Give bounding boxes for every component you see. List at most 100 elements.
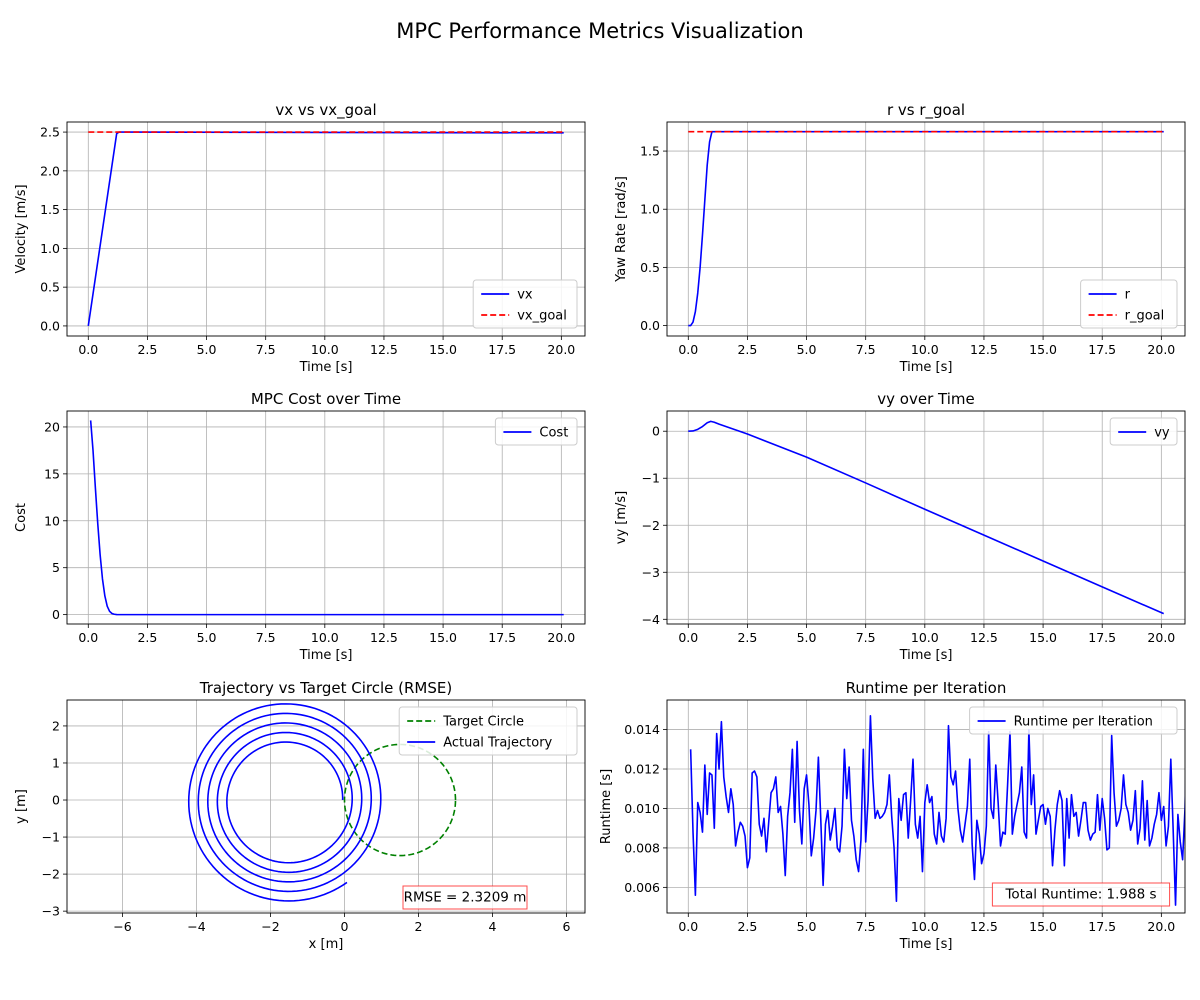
legend: vy (1109, 417, 1178, 446)
plot-area (87, 131, 564, 327)
y-tick-label: 1.5 (40, 202, 60, 217)
subplot-runtime: 0.0 2.5 5.0 7.5 10.0 12.5 15.0 17.5 20.0 0.006 0.0… (599, 679, 1186, 952)
annotation: Total Runtime: 1.988 s (991, 882, 1171, 907)
subplot-r: 0.0 2.5 5.0 7.5 10.0 12.5 15.0 17.5 20.0 0.0 0.5 1.… (614, 101, 1186, 375)
y-tick-label: 0.014 (624, 722, 660, 737)
legend: Runtime per Iteration (969, 706, 1178, 735)
x-tick-label: 5.0 (797, 919, 817, 934)
x-tick-label: 17.5 (488, 630, 516, 645)
legend-label: r_goal (1125, 309, 1165, 324)
legend-box (494, 417, 578, 446)
subplot-title: vx vs vx_goal (275, 101, 376, 120)
legend-box (398, 706, 578, 756)
x-tick-label: −6 (113, 919, 131, 934)
series-line-cost (89, 420, 564, 616)
x-tick-label: 20.0 (547, 630, 575, 645)
x-tick-label: 6 (563, 919, 571, 934)
x-tick-label: 10.0 (311, 342, 339, 357)
y-axis-label: Runtime [s] (599, 769, 614, 844)
x-tick-label: 17.5 (1088, 630, 1116, 645)
y-tick-label: 0.0 (40, 318, 60, 333)
subplot-title: r vs r_goal (887, 101, 965, 120)
plot-area (688, 420, 1165, 615)
x-axis-label: Time [s] (299, 648, 353, 663)
x-tick-label: 12.5 (970, 342, 998, 357)
y-tick-label: 1.5 (640, 144, 660, 159)
annotation-box (991, 882, 1171, 907)
legend-box (1080, 279, 1178, 329)
y-axis-label: vy [m/s] (614, 491, 629, 544)
x-tick-label: 15.0 (429, 342, 457, 357)
y-tick-label: −2 (42, 867, 60, 882)
axes-frame (66, 410, 586, 625)
plot-area (689, 714, 1185, 906)
axes-frame (66, 699, 586, 914)
annotation-text: RMSE = 2.3209 m (404, 890, 527, 906)
x-tick-label: −2 (261, 919, 279, 934)
x-tick-label: 4 (489, 919, 497, 934)
y-tick-label: −3 (42, 904, 60, 919)
y-tick-label: 0 (652, 424, 660, 439)
series-line-actual-trajectory (187, 703, 382, 902)
x-tick-label: 12.5 (970, 630, 998, 645)
x-tick-label: 12.5 (970, 919, 998, 934)
y-axis-label: Yaw Rate [rad/s] (614, 176, 629, 283)
subplot-vx: 0.0 2.5 5.0 7.5 10.0 12.5 15.0 17.5 20.0 0.0 0.5 1.… (14, 101, 586, 375)
x-axis-label: Time [s] (899, 937, 953, 952)
x-tick-label: 2.5 (737, 630, 757, 645)
annotation-box (402, 885, 528, 910)
x-tick-label: −4 (187, 919, 205, 934)
y-tick-label: 0 (52, 793, 60, 808)
x-tick-label: 2 (415, 919, 423, 934)
x-tick-label: 2.5 (737, 342, 757, 357)
subplot-traj: −6 −4 −2 0 2 4 6 −3 −2 −1 0 1 2 Trajectory vs Target … (14, 679, 586, 952)
axes-frame (666, 410, 1186, 625)
x-tick-label: 0.0 (678, 919, 698, 934)
x-tick-label: 20.0 (547, 342, 575, 357)
x-tick-label: 2.5 (137, 342, 157, 357)
x-tick-label: 7.5 (256, 342, 276, 357)
subplot-title: Trajectory vs Target Circle (RMSE) (199, 679, 452, 697)
y-axis-label: Cost (14, 503, 29, 532)
y-tick-label: −4 (642, 612, 660, 627)
plot-area (688, 130, 1164, 327)
figure-title: MPC Performance Metrics Visualization (396, 19, 803, 43)
x-tick-label: 20.0 (1147, 630, 1175, 645)
legend-label: Cost (539, 426, 568, 441)
x-tick-label: 0.0 (678, 342, 698, 357)
x-tick-label: 7.5 (856, 630, 876, 645)
y-tick-label: 0.010 (624, 801, 660, 816)
x-tick-label: 5.0 (797, 342, 817, 357)
subplot-title: Runtime per Iteration (846, 679, 1007, 697)
subplots: 0.0 2.5 5.0 7.5 10.0 12.5 15.0 17.5 20.00.00.51.… (14, 101, 1186, 952)
axes-frame (666, 699, 1186, 914)
x-axis-label: Time [s] (299, 360, 353, 375)
x-tick-label: 15.0 (1029, 342, 1057, 357)
y-tick-label: −1 (642, 471, 660, 486)
x-tick-label: 5.0 (197, 630, 217, 645)
legend-label: Target Circle (442, 715, 524, 730)
x-tick-label: 2.5 (137, 630, 157, 645)
y-tick-label: 0 (52, 607, 60, 622)
y-tick-label: 1 (52, 755, 60, 770)
y-tick-label: 2.0 (40, 163, 60, 178)
x-tick-label: 10.0 (911, 342, 939, 357)
y-tick-label: −1 (42, 830, 60, 845)
legend: r r_goal (1080, 279, 1178, 329)
y-axis-label: y [m] (14, 789, 29, 824)
series-line-runtime-per-iteration (689, 714, 1185, 906)
legend-box (969, 706, 1178, 735)
annotation-text: Total Runtime: 1.988 s (1004, 887, 1156, 903)
series-line-vy (688, 420, 1165, 615)
annotation: RMSE = 2.3209 m (402, 885, 528, 910)
y-tick-label: 0.006 (624, 880, 660, 895)
axes-frame (66, 121, 586, 337)
legend-label: r (1125, 288, 1131, 303)
y-tick-label: 20 (44, 419, 60, 434)
x-tick-label: 20.0 (1147, 919, 1175, 934)
x-tick-label: 10.0 (911, 630, 939, 645)
legend-label: vx_goal (517, 309, 567, 324)
x-tick-label: 7.5 (856, 342, 876, 357)
x-tick-label: 0.0 (678, 630, 698, 645)
